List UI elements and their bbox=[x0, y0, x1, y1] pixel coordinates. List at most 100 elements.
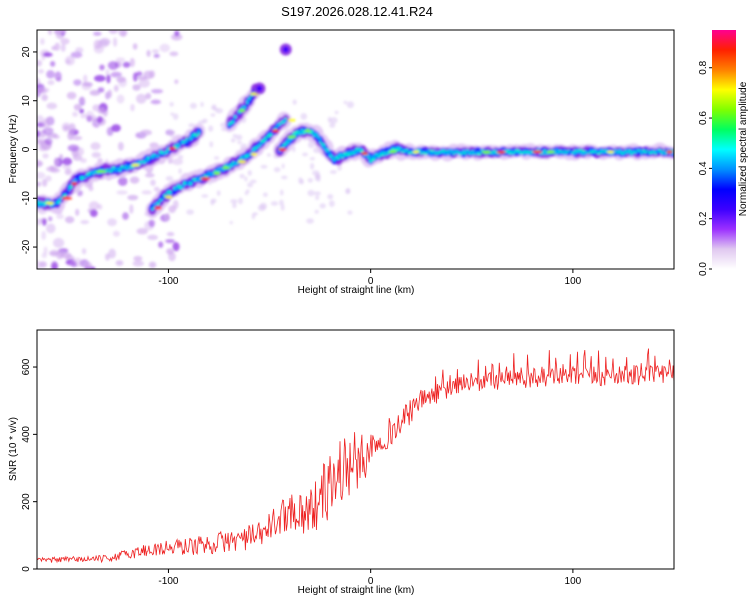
spectrogram-blob bbox=[339, 153, 342, 157]
spectrogram-x-tick-label: -100 bbox=[158, 276, 178, 287]
spectrogram-speckle bbox=[216, 190, 221, 196]
spectrogram-hotspot bbox=[496, 150, 506, 154]
spectrogram-speckle bbox=[178, 168, 182, 175]
spectrogram-speckle bbox=[136, 228, 148, 235]
spectrogram-speckle bbox=[37, 159, 44, 168]
spectrogram-speckle bbox=[42, 218, 47, 226]
spectrogram-blob bbox=[616, 151, 619, 154]
spectrogram-speckle bbox=[42, 127, 54, 135]
spectrogram-speckle bbox=[132, 43, 138, 50]
spectrogram-blob bbox=[523, 151, 526, 153]
spectrogram-blob bbox=[349, 153, 352, 156]
spectrogram-speckle bbox=[343, 100, 348, 105]
spectrogram-speckle bbox=[306, 218, 314, 224]
spectrogram-blob bbox=[377, 155, 380, 158]
spectrogram-blob bbox=[125, 167, 127, 170]
spectrogram-speckle bbox=[145, 92, 152, 100]
spectrogram-blob bbox=[163, 194, 166, 198]
spectrogram-blob bbox=[173, 144, 176, 148]
spectrogram-blob bbox=[594, 150, 597, 153]
spectrogram-blob bbox=[286, 141, 289, 144]
colorbar-tick-label: 0.2 bbox=[698, 211, 709, 225]
spectrogram-blob bbox=[444, 149, 447, 152]
spectrogram-speckle bbox=[188, 123, 195, 128]
spectrogram-blob bbox=[320, 142, 324, 148]
spectrogram-speckle bbox=[307, 189, 315, 197]
spectrogram-blob bbox=[476, 152, 479, 156]
spectrogram-blob bbox=[375, 153, 378, 156]
snr-y-tick-label: 400 bbox=[21, 426, 32, 443]
spectrogram-blob bbox=[406, 148, 409, 151]
spectrogram-blob bbox=[592, 150, 595, 153]
spectrogram-speckle bbox=[165, 239, 175, 244]
spectrogram-speckle bbox=[60, 43, 66, 52]
colorbar-tick-label: 0.6 bbox=[698, 111, 709, 125]
spectrogram-blob bbox=[228, 123, 231, 126]
snr-y-tick-label: 0 bbox=[21, 566, 32, 572]
spectrogram-speckle bbox=[80, 220, 90, 225]
spectrogram-speckle bbox=[147, 234, 159, 241]
spectrogram-speckle bbox=[89, 89, 101, 96]
spectrogram-speckle bbox=[174, 30, 180, 37]
spectrogram-blob bbox=[630, 152, 633, 156]
spectrogram-blob bbox=[246, 101, 249, 105]
spectrogram-blob bbox=[110, 169, 113, 173]
spectrogram-blob bbox=[195, 134, 198, 138]
spectrogram-blob bbox=[559, 149, 562, 152]
spectrogram-blob bbox=[154, 201, 158, 206]
snr-y-tick-label: 600 bbox=[21, 358, 32, 375]
spectrogram-blob bbox=[454, 150, 457, 152]
spectrogram-speckle bbox=[91, 151, 102, 158]
spectrogram-blob bbox=[430, 149, 433, 153]
spectrogram-blob bbox=[337, 156, 340, 160]
spectrogram-speckle bbox=[262, 192, 268, 197]
spectrogram-hotspot bbox=[164, 195, 173, 199]
spectrogram-blob bbox=[183, 140, 186, 144]
spectrogram-blob bbox=[310, 130, 314, 134]
spectrogram-blob bbox=[179, 186, 182, 190]
spectrogram-blob bbox=[147, 156, 150, 160]
spectrogram-speckle bbox=[337, 164, 342, 171]
spectrogram-hotspot bbox=[361, 151, 369, 156]
spectrogram-blob bbox=[157, 154, 160, 158]
spectrogram-speckle bbox=[170, 112, 174, 116]
spectrogram-blob bbox=[575, 150, 579, 153]
spectrogram-blob bbox=[563, 151, 567, 156]
spectrogram-speckle bbox=[307, 177, 313, 183]
snr-x-tick-label: -100 bbox=[158, 576, 178, 587]
spectrogram-blob bbox=[434, 152, 437, 155]
spectrogram-blob bbox=[445, 152, 450, 156]
spectrogram-blob bbox=[73, 178, 78, 183]
spectrogram-blob bbox=[245, 98, 249, 103]
spectrogram-blob bbox=[193, 132, 197, 137]
spectrogram-blob bbox=[470, 152, 474, 156]
spectrogram-speckle bbox=[127, 194, 139, 201]
spectrogram-blob bbox=[323, 143, 326, 147]
spectrogram-blob bbox=[543, 149, 546, 152]
spectrogram-blob bbox=[400, 151, 402, 154]
spectrogram-blob bbox=[602, 149, 605, 152]
spectrogram-speckle bbox=[50, 61, 56, 67]
spectrogram-blob bbox=[521, 151, 524, 155]
spectrogram-speckle bbox=[83, 74, 88, 84]
spectrogram-blob bbox=[123, 166, 125, 169]
spectrogram-blob bbox=[577, 149, 581, 152]
spectrogram-blob bbox=[300, 128, 303, 132]
snr-frame bbox=[36, 329, 675, 570]
spectrogram-speckle bbox=[42, 153, 49, 159]
spectrogram-speckle bbox=[67, 131, 74, 141]
spectrogram-speckle bbox=[345, 188, 351, 195]
spectrogram-speckle bbox=[230, 199, 238, 204]
spectrogram-speckle bbox=[115, 260, 124, 266]
spectrogram-speckle bbox=[112, 37, 118, 47]
spectrogram-speckle bbox=[64, 216, 75, 224]
spectrogram-blob bbox=[213, 169, 216, 173]
spectrogram-speckle bbox=[108, 30, 119, 35]
spectrogram-blob bbox=[294, 131, 298, 134]
snr-y-axis-label: SNR (10 * v/v) bbox=[8, 417, 19, 481]
spectrogram-x-axis-label: Height of straight line (km) bbox=[298, 285, 415, 296]
spectrogram-blob bbox=[112, 166, 116, 170]
spectrogram-blob bbox=[244, 155, 247, 158]
spectrogram-blob bbox=[409, 151, 413, 154]
spectrogram-speckle bbox=[279, 199, 284, 206]
